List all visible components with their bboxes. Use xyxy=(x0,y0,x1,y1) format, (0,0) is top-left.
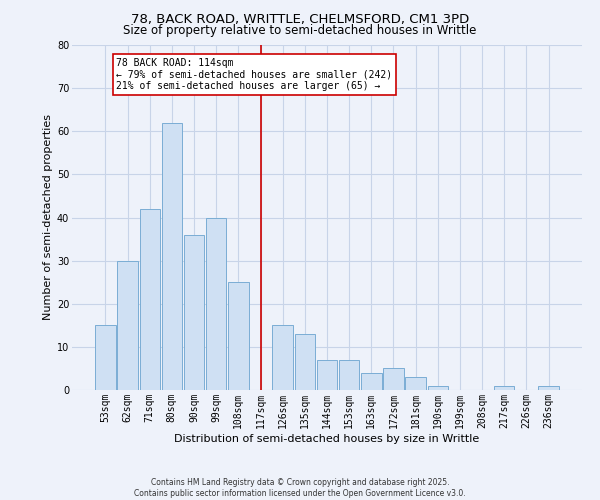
Bar xyxy=(184,235,204,390)
Bar xyxy=(228,282,248,390)
Y-axis label: Number of semi-detached properties: Number of semi-detached properties xyxy=(43,114,53,320)
Text: Contains HM Land Registry data © Crown copyright and database right 2025.
Contai: Contains HM Land Registry data © Crown c… xyxy=(134,478,466,498)
Bar xyxy=(428,386,448,390)
Text: 78, BACK ROAD, WRITTLE, CHELMSFORD, CM1 3PD: 78, BACK ROAD, WRITTLE, CHELMSFORD, CM1 … xyxy=(131,12,469,26)
Bar xyxy=(494,386,514,390)
Text: Size of property relative to semi-detached houses in Writtle: Size of property relative to semi-detach… xyxy=(124,24,476,37)
Bar xyxy=(95,326,116,390)
Bar xyxy=(406,377,426,390)
Bar xyxy=(272,326,293,390)
Bar xyxy=(161,122,182,390)
Bar xyxy=(118,260,138,390)
Bar xyxy=(140,209,160,390)
X-axis label: Distribution of semi-detached houses by size in Writtle: Distribution of semi-detached houses by … xyxy=(175,434,479,444)
Bar xyxy=(339,360,359,390)
Bar xyxy=(317,360,337,390)
Bar xyxy=(383,368,404,390)
Bar xyxy=(361,373,382,390)
Bar xyxy=(295,334,315,390)
Bar xyxy=(538,386,559,390)
Text: 78 BACK ROAD: 114sqm
← 79% of semi-detached houses are smaller (242)
21% of semi: 78 BACK ROAD: 114sqm ← 79% of semi-detac… xyxy=(116,58,392,91)
Bar xyxy=(206,218,226,390)
